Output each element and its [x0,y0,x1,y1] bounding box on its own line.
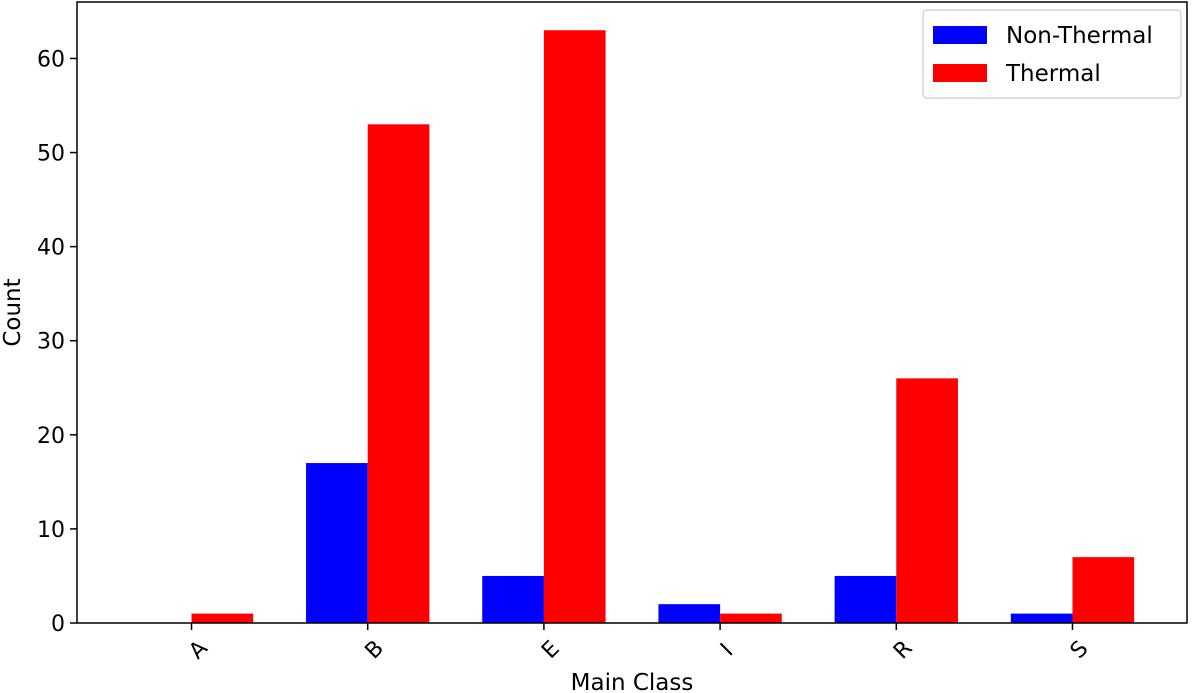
bar-non-thermal-s [1010,613,1073,623]
y-tick-label: 40 [37,236,65,261]
y-axis: 0 10 20 30 40 50 60 [37,47,77,637]
bar-thermal-a [191,613,254,623]
y-tick-label: 0 [51,612,65,637]
bar-non-thermal-r [834,575,897,623]
y-tick-label: 50 [37,142,65,167]
x-tick-label: B [361,636,389,664]
legend-label-non-thermal: Non-Thermal [1006,23,1153,49]
bar-thermal-i [720,613,782,623]
bar-thermal-r [896,378,958,623]
bar-thermal-b [367,124,430,624]
x-tick-label: I [716,639,738,661]
x-tick-label: E [537,636,565,664]
legend-box [922,9,1182,99]
bars-layer [191,30,1135,624]
bar-non-thermal-b [306,463,368,623]
legend-swatch-thermal [933,64,987,82]
legend: Non-Thermal Thermal [922,9,1182,99]
legend-swatch-non-thermal [933,26,987,44]
bar-non-thermal-e [482,575,544,623]
y-tick-label: 60 [37,47,65,72]
x-tick-label: R [889,636,917,664]
y-tick-label: 20 [37,424,65,449]
x-axis-label: Main Class [571,670,694,693]
bar-non-thermal-i [658,604,721,623]
y-tick-label: 10 [37,518,65,543]
x-tick-label: S [1066,636,1094,664]
x-tick-label: A [184,636,212,664]
y-tick-label: 30 [37,330,65,355]
legend-label-thermal: Thermal [1005,61,1101,87]
bar-thermal-s [1072,557,1135,623]
bar-thermal-e [543,30,606,623]
y-axis-label: Count [0,278,26,346]
plot-area-frame [76,1,1188,624]
